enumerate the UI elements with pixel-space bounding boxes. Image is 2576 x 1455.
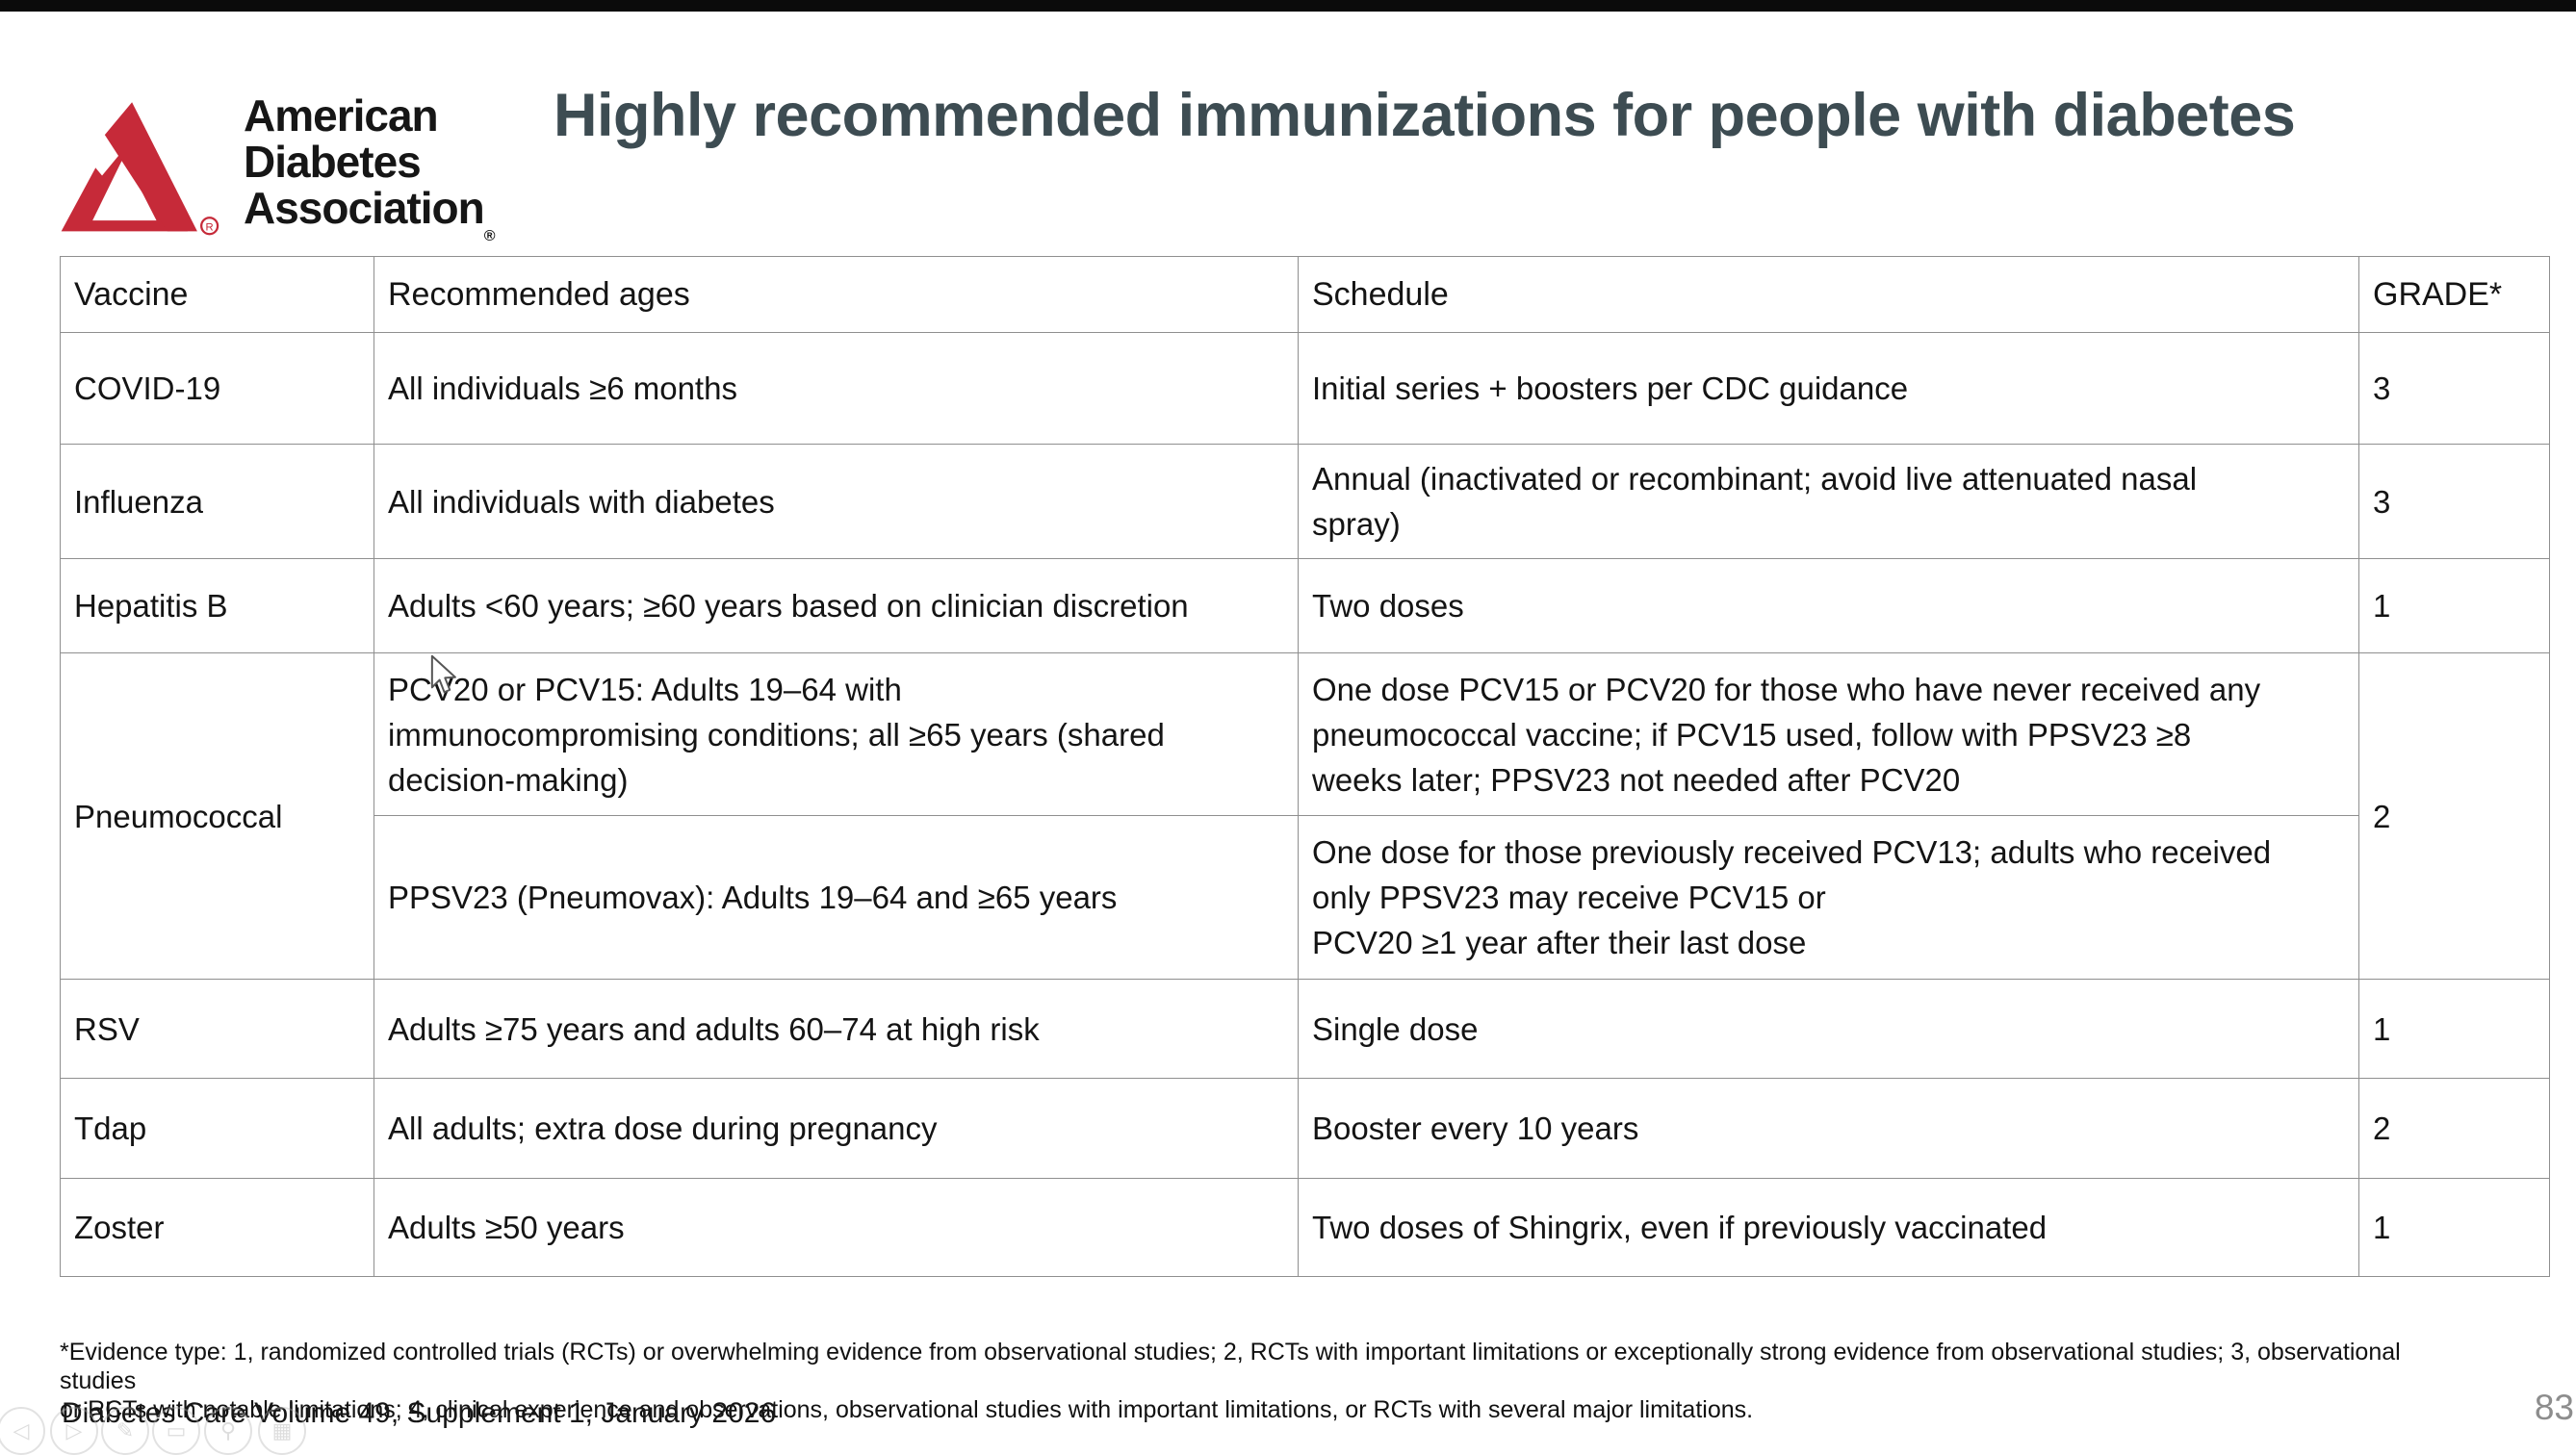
cell-schedule: One dose for those previously received P… [1298, 815, 2359, 980]
cell-vaccine: RSV [60, 979, 374, 1079]
cell-vaccine: Influenza [60, 444, 374, 559]
ada-triangle-logo-icon: R [61, 102, 219, 236]
table-row-covid19: COVID-19 All individuals ≥6 months Initi… [60, 332, 2550, 445]
ada-logo-line3: Association® [244, 183, 496, 244]
table-row-hepatitis-b: Hepatitis B Adults <60 years; ≥60 years … [60, 558, 2550, 653]
cell-ages: Adults ≥75 years and adults 60–74 at hig… [374, 979, 1299, 1079]
cell-ages: All individuals with diabetes [374, 444, 1299, 559]
table-row-pneumococcal-2: PPSV23 (Pneumovax): Adults 19–64 and ≥65… [61, 815, 2550, 980]
cell-ages: PPSV23 (Pneumovax): Adults 19–64 and ≥65… [374, 815, 1299, 980]
ada-logo-text: American Diabetes Association® [244, 90, 496, 260]
cell-vaccine: Tdap [60, 1078, 374, 1179]
pencil-icon[interactable]: ✎ [101, 1407, 149, 1455]
table-row-pneumococcal-1: Pneumococcal PCV20 or PCV15: Adults 19–6… [60, 652, 2550, 980]
cell-grade: 1 [2358, 1178, 2550, 1277]
grid-icon[interactable]: ▦ [258, 1407, 306, 1455]
cell-grade: 2 [2358, 652, 2550, 980]
cell-schedule: Initial series + boosters per CDC guidan… [1298, 332, 2359, 445]
page-number: 83 [2534, 1388, 2574, 1427]
cell-ages: Adults <60 years; ≥60 years based on cli… [374, 558, 1299, 653]
screen-icon[interactable]: ▭ [152, 1407, 200, 1455]
cell-grade: 2 [2358, 1078, 2550, 1179]
cell-vaccine: COVID-19 [60, 332, 374, 445]
cell-vaccine: Pneumococcal [60, 652, 374, 980]
table-header-row: Vaccine Recommended ages Schedule GRADE* [60, 256, 2550, 333]
back-icon[interactable]: ◁ [0, 1407, 45, 1455]
cell-vaccine: Zoster [60, 1178, 374, 1277]
page-title: Highly recommended immunizations for peo… [554, 82, 2296, 149]
ada-logo: R American Diabetes Association® [56, 92, 537, 246]
cell-grade: 3 [2358, 444, 2550, 559]
cell-schedule: Two doses of Shingrix, even if previousl… [1298, 1178, 2359, 1277]
svg-text:R: R [206, 222, 214, 234]
cell-schedule: Single dose [1298, 979, 2359, 1079]
cell-grade: 3 [2358, 332, 2550, 445]
table-row-tdap: Tdap All adults; extra dose during pregn… [60, 1078, 2550, 1179]
cell-ages: Adults ≥50 years [374, 1178, 1299, 1277]
cell-schedule: One dose PCV15 or PCV20 for those who ha… [1298, 652, 2359, 816]
forward-icon[interactable]: ▷ [50, 1407, 98, 1455]
table-row-influenza: Influenza All individuals with diabetes … [60, 444, 2550, 559]
cell-vaccine: Hepatitis B [60, 558, 374, 653]
cell-ages: All individuals ≥6 months [374, 332, 1299, 445]
col-header-grade: GRADE* [2358, 256, 2550, 333]
cell-schedule: Annual (inactivated or recombinant; avoi… [1298, 444, 2359, 559]
col-header-ages: Recommended ages [374, 256, 1299, 333]
cell-schedule: Two doses [1298, 558, 2359, 653]
table-row-zoster: Zoster Adults ≥50 years Two doses of Shi… [60, 1178, 2550, 1277]
table-row-rsv: RSV Adults ≥75 years and adults 60–74 at… [60, 979, 2550, 1079]
cell-grade: 1 [2358, 979, 2550, 1079]
col-header-schedule: Schedule [1298, 256, 2359, 333]
evidence-footnote: *Evidence type: 1, randomized controlled… [60, 1339, 2401, 1423]
ada-logo-line1: American [244, 90, 439, 140]
ada-logo-line2: Diabetes [244, 137, 422, 187]
mouse-cursor-icon [430, 654, 456, 694]
cell-ages: All adults; extra dose during pregnancy [374, 1078, 1299, 1179]
top-black-bar [0, 0, 2576, 12]
cell-ages: PCV20 or PCV15: Adults 19–64 with immuno… [374, 652, 1299, 816]
registered-mark: ® [483, 228, 496, 244]
cell-schedule: Booster every 10 years [1298, 1078, 2359, 1179]
col-header-vaccine: Vaccine [60, 256, 374, 333]
magnifier-icon[interactable]: ⚲ [204, 1407, 252, 1455]
immunization-table: Vaccine Recommended ages Schedule GRADE*… [60, 256, 2550, 1277]
cell-grade: 1 [2358, 558, 2550, 653]
